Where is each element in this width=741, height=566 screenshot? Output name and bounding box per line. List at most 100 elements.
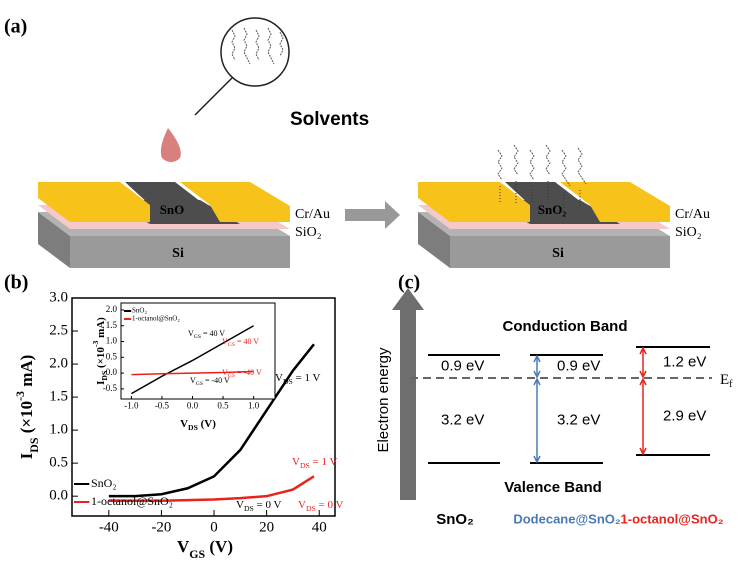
label: VDS = 0 V xyxy=(298,499,344,514)
arrow-head xyxy=(533,377,541,464)
channel-label: SnO xyxy=(160,202,185,217)
device-left xyxy=(38,182,290,268)
y-tick-label: 1.5 xyxy=(49,389,68,405)
label: VDS = 0 V xyxy=(236,499,282,514)
oxide-label: SiO₂ xyxy=(295,225,322,240)
text-part: mA) xyxy=(17,355,36,391)
x-tick-label: 0 xyxy=(210,519,218,535)
device-right xyxy=(418,144,670,268)
label: VGS = -40 V xyxy=(222,368,262,379)
text-part: = 1 V xyxy=(293,372,321,384)
gap-label: 3.2 eV xyxy=(557,411,600,428)
y-tick-label: -0.5 xyxy=(103,383,118,393)
subscript: DS xyxy=(300,461,310,470)
text-part: = 40 V xyxy=(201,329,225,338)
label: VGS = 40 V xyxy=(222,337,259,348)
text-part: = 1 V xyxy=(310,456,338,468)
electrode-label: Cr/Au xyxy=(295,207,330,222)
text-part: = 0 V xyxy=(316,499,344,511)
subscript: DS xyxy=(244,504,254,513)
x-tick-label: 0.5 xyxy=(217,400,229,410)
subscript: DS xyxy=(100,371,109,381)
superscript: -3 xyxy=(13,391,27,401)
text-part: = -40 V xyxy=(235,368,262,377)
text-part: I xyxy=(95,381,107,385)
gap-label: 0.9 eV xyxy=(557,357,600,374)
y-tick-label: 1.0 xyxy=(106,336,118,346)
x-tick-label: 0.0 xyxy=(187,400,199,410)
subscript: DS xyxy=(27,437,41,453)
gap-label: 0.9 eV xyxy=(441,357,484,374)
label: VGS = 40 V xyxy=(188,329,225,340)
text-part: (V) xyxy=(198,418,216,430)
panel-label: (c) xyxy=(398,272,420,294)
y-tick-label: 0.5 xyxy=(49,455,68,471)
axis-label: Electron energy xyxy=(375,347,392,453)
legend-label: 1-octanol@SnO₂ xyxy=(132,315,180,323)
y-tick-label: 2.0 xyxy=(106,304,118,314)
x-tick-label: -0.5 xyxy=(155,400,170,410)
label: VGS (V) xyxy=(177,537,233,561)
arrow-head xyxy=(639,346,647,379)
text-part: V xyxy=(190,376,196,385)
y-tick-label: 1.5 xyxy=(106,320,118,330)
material-label: 1-octanol@SnO₂ xyxy=(621,511,724,526)
y-tick-label: 2.0 xyxy=(49,355,68,371)
fermi-main: E xyxy=(720,372,729,388)
label: IDS (×10-3 mA) xyxy=(13,355,41,460)
y-tick-label: 0.5 xyxy=(106,351,118,361)
molecule-bubble xyxy=(194,17,290,116)
series-line xyxy=(131,325,254,395)
text-part: = -40 V xyxy=(203,376,230,385)
label: VDS (V) xyxy=(180,418,216,433)
gap-label: 3.2 eV xyxy=(441,411,484,428)
fermi-label: Ef xyxy=(720,372,733,390)
text-part: = 0 V xyxy=(254,499,282,511)
gap-label: 2.9 eV xyxy=(663,407,706,424)
text-part: (×10 xyxy=(17,401,36,438)
panel-label: (b) xyxy=(4,272,28,294)
y-tick-label: 3.0 xyxy=(49,289,68,305)
text-part: V xyxy=(188,329,194,338)
legend-label: SnO₂ xyxy=(91,476,117,490)
arrow-head xyxy=(533,354,541,379)
y-tick-label: 0.0 xyxy=(106,367,118,377)
fermi-sub: f xyxy=(729,379,733,390)
series-line xyxy=(108,475,315,503)
text-part: V xyxy=(177,537,190,556)
subscript: GS xyxy=(228,373,235,379)
label: VGS = -40 V xyxy=(190,376,230,387)
droplet xyxy=(160,128,181,163)
text-part: = 40 V xyxy=(235,337,259,346)
channel-label: SnO₂ xyxy=(538,202,567,217)
legend-label: 1-octanol@SnO₂ xyxy=(91,494,173,508)
subscript: GS xyxy=(228,342,235,348)
text-part: V xyxy=(275,372,283,384)
text-part: V xyxy=(298,499,306,511)
oxide-label: SiO₂ xyxy=(675,225,702,240)
label: VDS = 1 V xyxy=(292,456,338,471)
x-tick-label: -40 xyxy=(99,519,119,535)
label: VDS = 1 V xyxy=(275,372,321,387)
energy-arrow xyxy=(392,288,424,500)
solvents-label: Solvents xyxy=(290,109,369,130)
text-part: (×10 xyxy=(95,347,107,371)
legend-label: SnO₂ xyxy=(132,307,147,315)
text-part: V xyxy=(222,337,228,346)
subscript: DS xyxy=(306,504,316,513)
y-tick-label: 0.0 xyxy=(49,488,68,504)
text-part: V xyxy=(222,368,228,377)
panel-label: (a) xyxy=(4,16,27,38)
substrate-label: Si xyxy=(552,246,564,261)
y-tick-label: 1.0 xyxy=(49,422,68,438)
x-tick-label: -20 xyxy=(151,519,171,535)
substrate-label: Si xyxy=(172,246,184,261)
series-line xyxy=(131,370,254,376)
process-arrow xyxy=(345,201,400,229)
text-part: V xyxy=(180,418,188,430)
subscript: DS xyxy=(188,423,198,432)
superscript: -3 xyxy=(91,341,100,348)
material-label: SnO₂ xyxy=(436,511,474,528)
x-tick-label: 20 xyxy=(259,519,274,535)
